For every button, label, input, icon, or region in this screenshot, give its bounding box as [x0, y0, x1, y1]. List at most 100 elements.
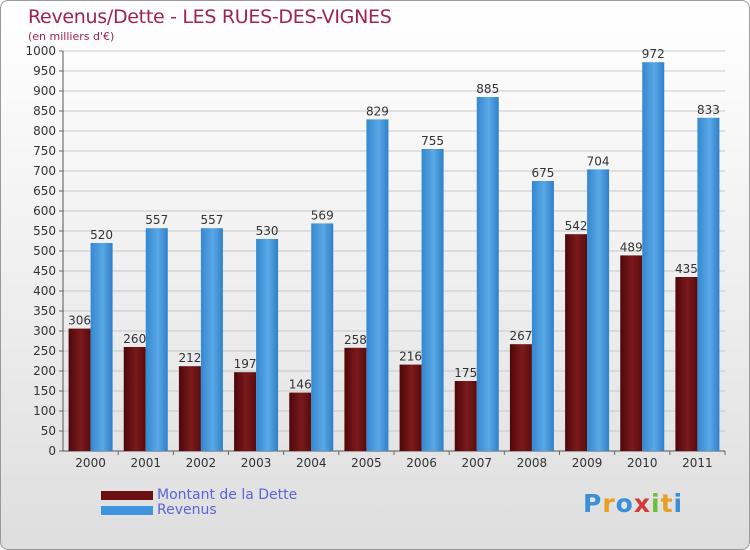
bar-revenus: [256, 239, 279, 451]
bar-dette: [399, 364, 422, 451]
y-tick-label: 900: [33, 84, 56, 98]
data-label-dette: 146: [289, 378, 312, 392]
proxiti-logo: Proxiti: [583, 489, 683, 518]
axes: 0 50 100 150 200 250 300 350 400 450 500 550 600 650 7…: [25, 44, 726, 470]
logo-letter: i: [651, 489, 661, 518]
bar-revenus: [642, 62, 665, 451]
x-tick-label: 2002: [186, 456, 217, 470]
bar-revenus: [366, 119, 389, 452]
chart-subtitle: (en milliers d'€): [28, 30, 115, 43]
x-tick-label: 2009: [572, 456, 603, 470]
legend-label-dette: Montant de la Dette: [157, 487, 298, 503]
data-label-revenus: 530: [256, 224, 279, 238]
x-tick-label: 2004: [296, 456, 327, 470]
bar-revenus: [587, 169, 610, 451]
data-labels: 306 520 260 557 212 557 197 530 146 569 258 829 216 7…: [68, 47, 720, 391]
logo-letter: x: [633, 489, 651, 518]
data-label-dette: 542: [565, 219, 588, 233]
bar-dette: [68, 328, 91, 451]
bar-revenus: [200, 228, 223, 451]
bar-revenus: [421, 149, 444, 451]
data-label-revenus: 569: [311, 208, 334, 222]
legend-swatch-dette: [101, 491, 153, 500]
y-tick-label: 950: [33, 64, 56, 78]
chart-title: Revenus/Dette - LES RUES-DES-VIGNES: [28, 6, 392, 28]
data-label-dette: 216: [399, 350, 422, 364]
data-label-revenus: 520: [90, 228, 113, 242]
y-tick-label: 550: [33, 224, 56, 238]
x-tick-label: 2000: [75, 456, 106, 470]
data-label-dette: 306: [68, 314, 91, 328]
bar-dette: [289, 392, 312, 451]
bar-revenus: [145, 228, 168, 451]
bar-dette: [454, 381, 477, 451]
y-tick-label: 100: [33, 404, 56, 418]
data-label-dette: 435: [675, 262, 698, 276]
legend-label-revenus: Revenus: [157, 502, 217, 518]
y-tick-label: 850: [33, 104, 56, 118]
y-tick-label: 700: [33, 164, 56, 178]
y-tick-label: 500: [33, 244, 56, 258]
data-label-revenus: 675: [531, 166, 554, 180]
data-label-dette: 212: [178, 351, 201, 365]
logo-letter: r: [602, 489, 616, 518]
y-tick-label: 0: [48, 444, 56, 458]
y-tick-label: 400: [33, 284, 56, 298]
logo-letter: P: [583, 489, 603, 518]
data-label-dette: 175: [454, 366, 477, 380]
bar-dette: [509, 344, 532, 451]
bar-dette: [620, 255, 643, 451]
x-tick-label: 2010: [627, 456, 658, 470]
data-label-revenus: 885: [476, 82, 499, 96]
bar-dette: [565, 234, 588, 451]
data-label-dette: 489: [620, 240, 643, 254]
logo-letter: i: [673, 489, 684, 518]
legend-swatch-revenus: [101, 506, 153, 515]
x-tick-label: 2005: [351, 456, 382, 470]
x-tick-label: 2011: [682, 456, 713, 470]
x-tick-label: 2006: [406, 456, 437, 470]
x-tick-label: 2008: [517, 456, 548, 470]
bar-dette: [344, 347, 367, 451]
data-label-revenus: 829: [366, 104, 389, 118]
y-tick-label: 150: [33, 384, 56, 398]
data-label-revenus: 557: [200, 213, 223, 227]
bar-revenus: [311, 223, 334, 451]
bar-revenus: [697, 117, 720, 452]
data-label-dette: 197: [234, 357, 257, 371]
y-tick-label: 750: [33, 144, 56, 158]
y-tick-label: 300: [33, 324, 56, 338]
y-tick-label: 350: [33, 304, 56, 318]
bar-revenus: [531, 181, 554, 451]
data-label-dette: 258: [344, 333, 367, 347]
data-label-revenus: 972: [642, 47, 665, 61]
data-label-revenus: 833: [697, 103, 720, 117]
grid-lines: [63, 50, 725, 452]
x-tick-label: 2007: [461, 456, 492, 470]
y-tick-label: 250: [33, 344, 56, 358]
bars: [68, 62, 720, 452]
data-label-dette: 267: [509, 329, 532, 343]
bar-dette: [178, 366, 201, 451]
bar-dette: [123, 347, 146, 451]
bar-revenus: [476, 97, 499, 451]
bar-dette: [675, 277, 698, 451]
logo-letter: t: [660, 489, 674, 518]
y-tick-label: 200: [33, 364, 56, 378]
y-tick-label: 600: [33, 204, 56, 218]
y-tick-label: 1000: [25, 44, 56, 58]
y-tick-label: 50: [41, 424, 56, 438]
bar-revenus: [90, 243, 113, 451]
data-label-revenus: 755: [421, 134, 444, 148]
y-tick-label: 450: [33, 264, 56, 278]
bar-dette: [234, 372, 257, 451]
y-tick-label: 800: [33, 124, 56, 138]
x-tick-label: 2003: [241, 456, 272, 470]
data-label-dette: 260: [123, 332, 146, 346]
data-label-revenus: 557: [145, 213, 168, 227]
x-tick-label: 2001: [130, 456, 161, 470]
logo-letter: o: [615, 489, 634, 518]
y-tick-label: 650: [33, 184, 56, 198]
